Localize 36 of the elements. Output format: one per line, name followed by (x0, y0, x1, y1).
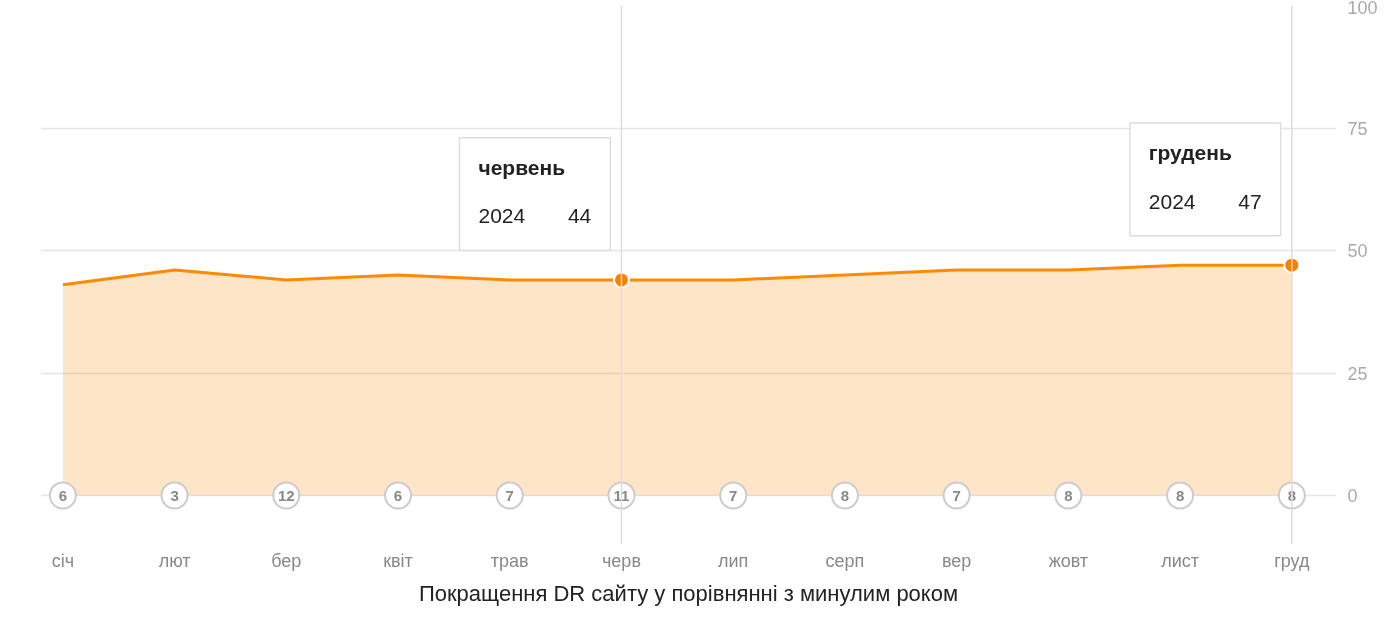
x-tick-label: квіт (383, 550, 413, 571)
x-tick-label: серп (825, 550, 865, 571)
annotation: 6 (58, 486, 68, 504)
x-tick-label: лют (158, 550, 191, 571)
x-tick-label: січ (51, 550, 75, 571)
annotation: 7 (952, 486, 961, 504)
text: Покращення DR сайту у порівнянні з минулим роком (418, 580, 959, 606)
annotation: 3 (170, 486, 179, 504)
annotation: 8 (1287, 486, 1296, 504)
annotation: 11 (613, 486, 630, 504)
annotation: 12 (277, 486, 295, 504)
y-tick-label: 75 (1347, 118, 1368, 139)
annotation: грудень (1148, 141, 1232, 164)
annotation: 44 (567, 204, 592, 228)
annotation: 7 (505, 486, 514, 504)
annotation: червень (478, 155, 566, 179)
annotation: 8 (1064, 486, 1073, 504)
x-tick-label: лип (718, 550, 749, 571)
annotation: 2024 (1148, 189, 1196, 213)
x-tick-label: бер (271, 550, 302, 571)
y-tick-label: 0 (1347, 486, 1358, 506)
y-tick-label: 50 (1347, 241, 1368, 261)
x-tick-label: трав (490, 550, 529, 571)
annotation: 8 (1175, 486, 1185, 504)
annotation: 2024 (478, 204, 526, 228)
x-tick-label: жовт (1048, 550, 1089, 571)
annotation: 8 (840, 486, 850, 504)
y-tick-label: 100 (1347, 0, 1378, 18)
x-tick-label: лист (1161, 550, 1199, 571)
annotation: 7 (729, 486, 738, 504)
x-tick-label: груд (1274, 550, 1310, 571)
x-tick-label: черв (601, 550, 641, 571)
y-tick-label: 25 (1347, 363, 1368, 384)
annotation: 47 (1238, 189, 1262, 213)
x-tick-label: вер (941, 550, 972, 571)
annotation: 6 (393, 486, 403, 504)
